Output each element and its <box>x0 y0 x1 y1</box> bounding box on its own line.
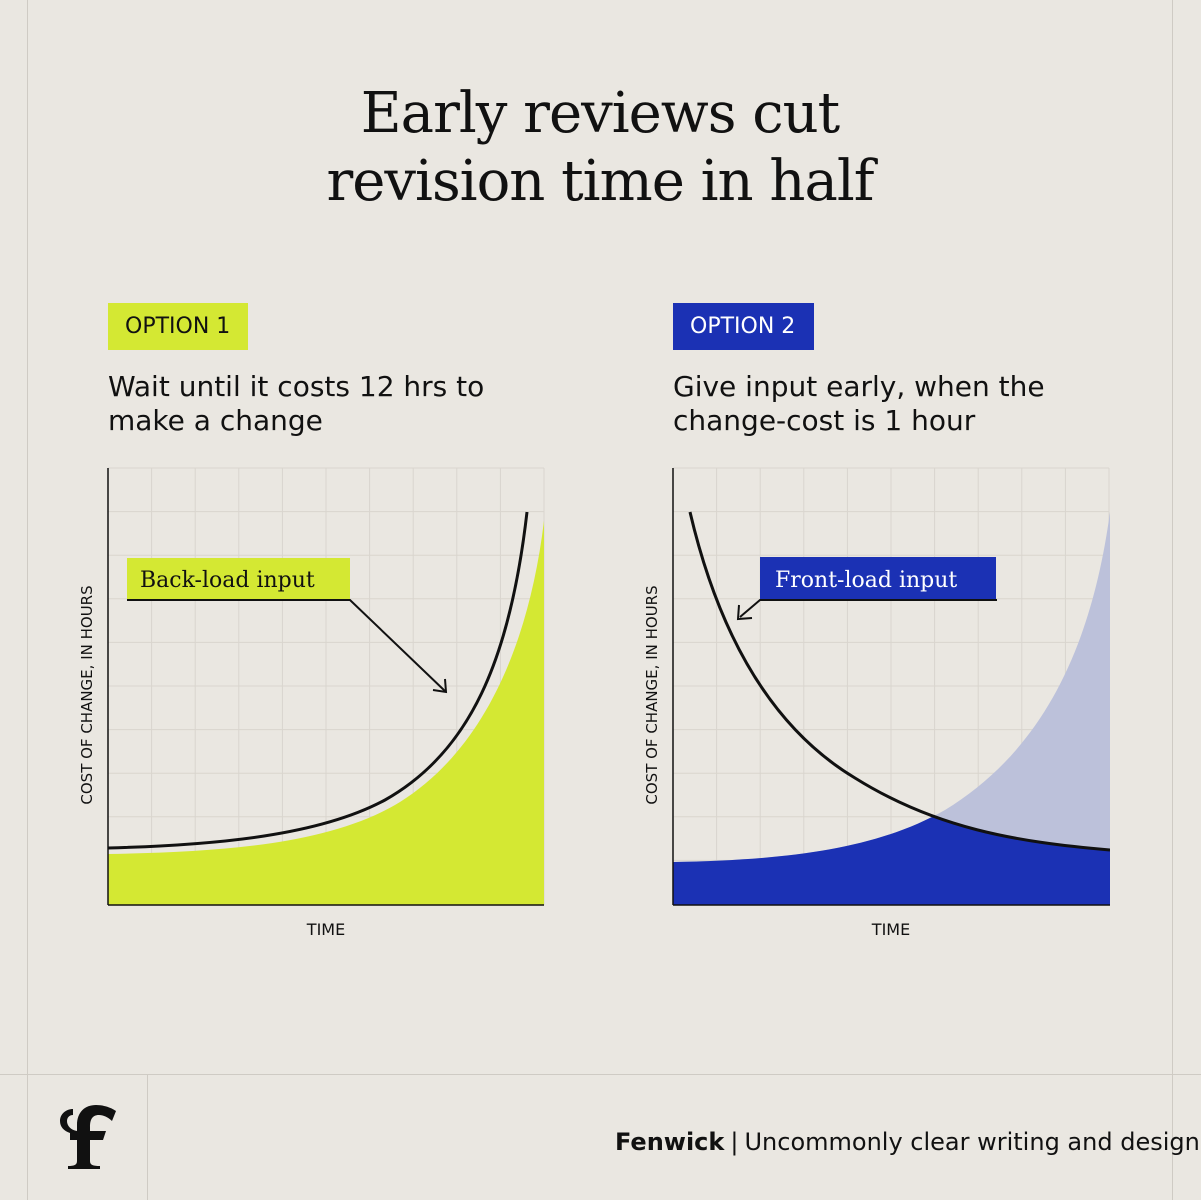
option-2-desc-line-1: Give input early, when the <box>673 370 1045 403</box>
frame-line-logo <box>147 1074 148 1200</box>
chart-1-y-label: COST OF CHANGE, IN HOURS <box>78 585 96 804</box>
chart-1-annotation-arrow <box>127 599 447 693</box>
chart-2-annotation-arrow <box>739 599 997 618</box>
option-1-desc-line-2: make a change <box>108 404 323 437</box>
chart-front-load: Front-load input TIME COST OF CHANGE, IN… <box>643 467 1110 939</box>
frame-line-bottom <box>0 1074 1201 1075</box>
frame-line-right <box>1172 0 1173 1200</box>
chart-2-cost-curve <box>688 511 1110 852</box>
chart-2-cost-area <box>673 512 1110 905</box>
chart-2-y-label: COST OF CHANGE, IN HOURS <box>643 585 661 804</box>
title-line-2: revision time in half <box>326 149 874 214</box>
option-1-tag: OPTION 1 <box>108 303 248 350</box>
page-title: Early reviews cut revision time in half <box>200 80 1000 216</box>
chart-1-arrow-head <box>432 678 448 694</box>
chart-1-annotation-box <box>127 558 350 599</box>
option-2-tag: OPTION 2 <box>673 303 814 350</box>
title-line-1: Early reviews cut <box>360 81 840 146</box>
chart-2-arrow-head <box>736 604 753 621</box>
option-1-desc-line-1: Wait until it costs 12 hrs to <box>108 370 485 403</box>
footer-credit: Fenwick | Uncommonly clear writing and des… <box>615 1125 1200 1159</box>
chart-1-annotation-label: Back-load input <box>140 568 315 593</box>
option-1-description: Wait until it costs 12 hrs to make a cha… <box>108 370 548 438</box>
chart-2-annotation-box <box>760 557 996 600</box>
chart-1-x-label: TIME <box>306 920 345 939</box>
chart-back-load: Back-load input TIME COST OF CHANGE, IN … <box>78 467 545 939</box>
footer-separator: | <box>730 1128 739 1156</box>
chart-2-annotation-label: Front-load input <box>775 568 957 593</box>
chart-2-x-label: TIME <box>871 920 910 939</box>
option-2-description: Give input early, when the change-cost i… <box>673 370 1113 438</box>
chart-1-cost-area <box>108 520 544 905</box>
option-2-desc-line-2: change-cost is 1 hour <box>673 404 976 437</box>
chart-1-cost-curve <box>108 511 529 850</box>
footer-tagline: Uncommonly clear writing and design <box>744 1128 1200 1156</box>
footer-brand: Fenwick <box>615 1128 725 1156</box>
frame-line-left <box>27 0 28 1200</box>
fenwick-f-logo-icon <box>60 1105 116 1169</box>
